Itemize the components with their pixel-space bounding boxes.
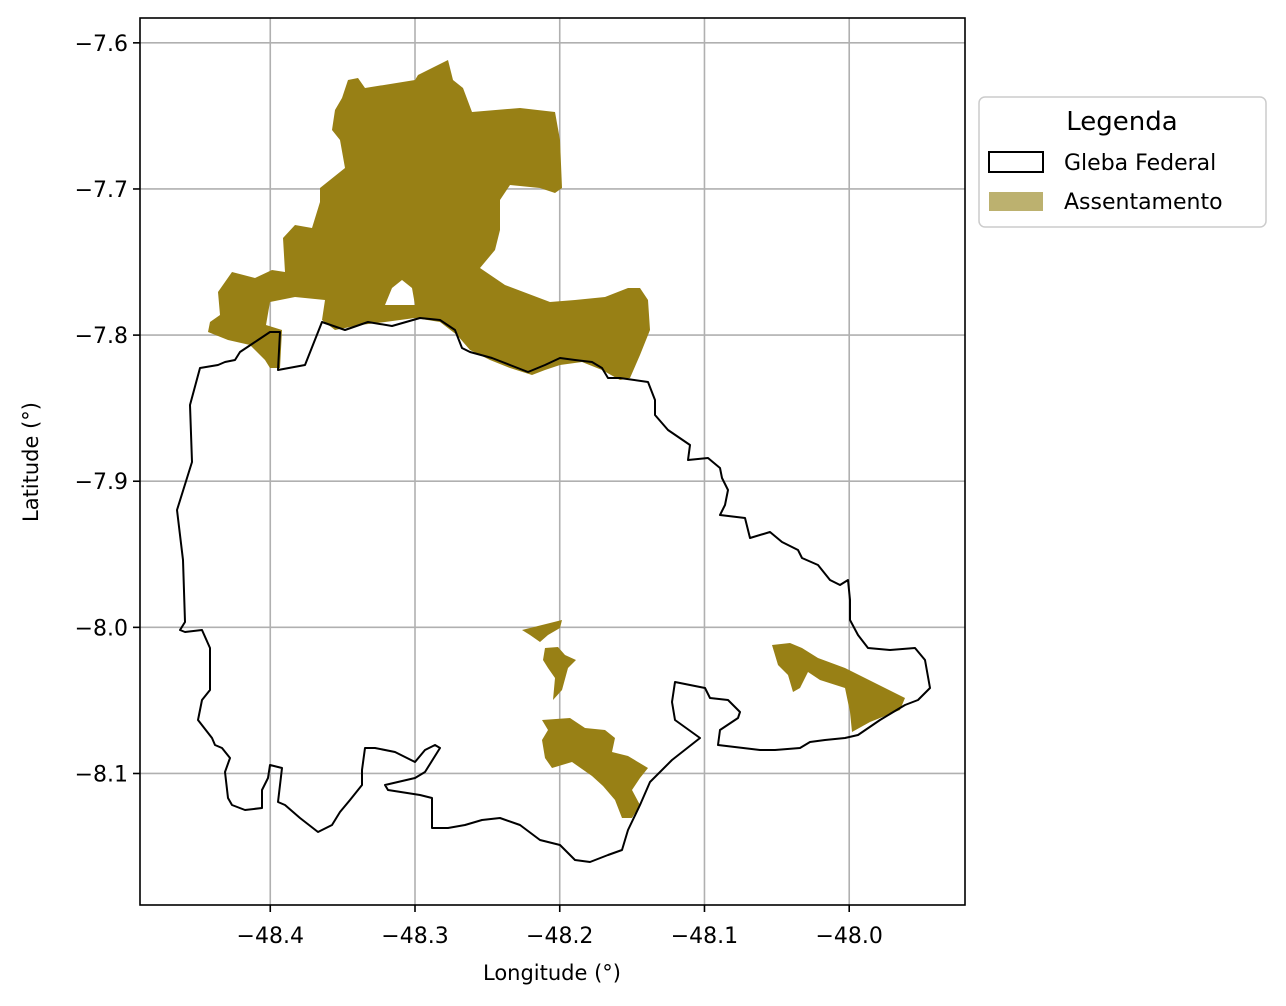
x-axis-title: Longitude (°) bbox=[483, 961, 621, 985]
x-axis-ticks: −48.4 −48.3 −48.2 −48.1 −48.0 bbox=[237, 905, 883, 949]
legend-box bbox=[978, 96, 1267, 228]
x-tick-label: −48.2 bbox=[526, 924, 593, 949]
legend: Legenda Gleba Federal Assentamento bbox=[978, 96, 1267, 228]
x-tick-label: −48.1 bbox=[671, 924, 738, 949]
assentamento-south bbox=[542, 718, 648, 818]
y-tick-label: −8.0 bbox=[75, 616, 128, 641]
legend-label-gleba: Gleba Federal bbox=[1064, 151, 1216, 176]
y-axis-title: Latitude (°) bbox=[19, 402, 43, 522]
y-tick-label: −7.8 bbox=[75, 324, 128, 349]
assentamento-layer bbox=[208, 60, 905, 818]
assentamento-small-2 bbox=[543, 647, 576, 700]
y-tick-label: −7.9 bbox=[75, 470, 128, 495]
x-tick-label: −48.0 bbox=[815, 924, 882, 949]
legend-label-assentamento: Assentamento bbox=[1064, 190, 1223, 215]
x-tick-label: −48.3 bbox=[381, 924, 448, 949]
y-tick-label: −8.1 bbox=[75, 762, 128, 787]
y-tick-label: −7.6 bbox=[75, 32, 128, 57]
y-tick-label: −7.7 bbox=[75, 178, 128, 203]
gleba-federal-boundary bbox=[176, 317, 931, 863]
assentamento-small-1 bbox=[522, 620, 562, 642]
legend-swatch-gleba bbox=[988, 151, 1044, 173]
gleba-federal-layer bbox=[176, 317, 931, 863]
legend-swatch-assentamento bbox=[989, 192, 1043, 211]
assentamento-east bbox=[772, 643, 905, 732]
x-tick-label: −48.4 bbox=[237, 924, 304, 949]
assentamento-north bbox=[208, 60, 650, 380]
y-axis-ticks: −7.6 −7.7 −7.8 −7.9 −8.0 −8.1 bbox=[75, 32, 140, 787]
axes-frame bbox=[139, 17, 966, 906]
legend-title: Legenda bbox=[1066, 107, 1177, 137]
